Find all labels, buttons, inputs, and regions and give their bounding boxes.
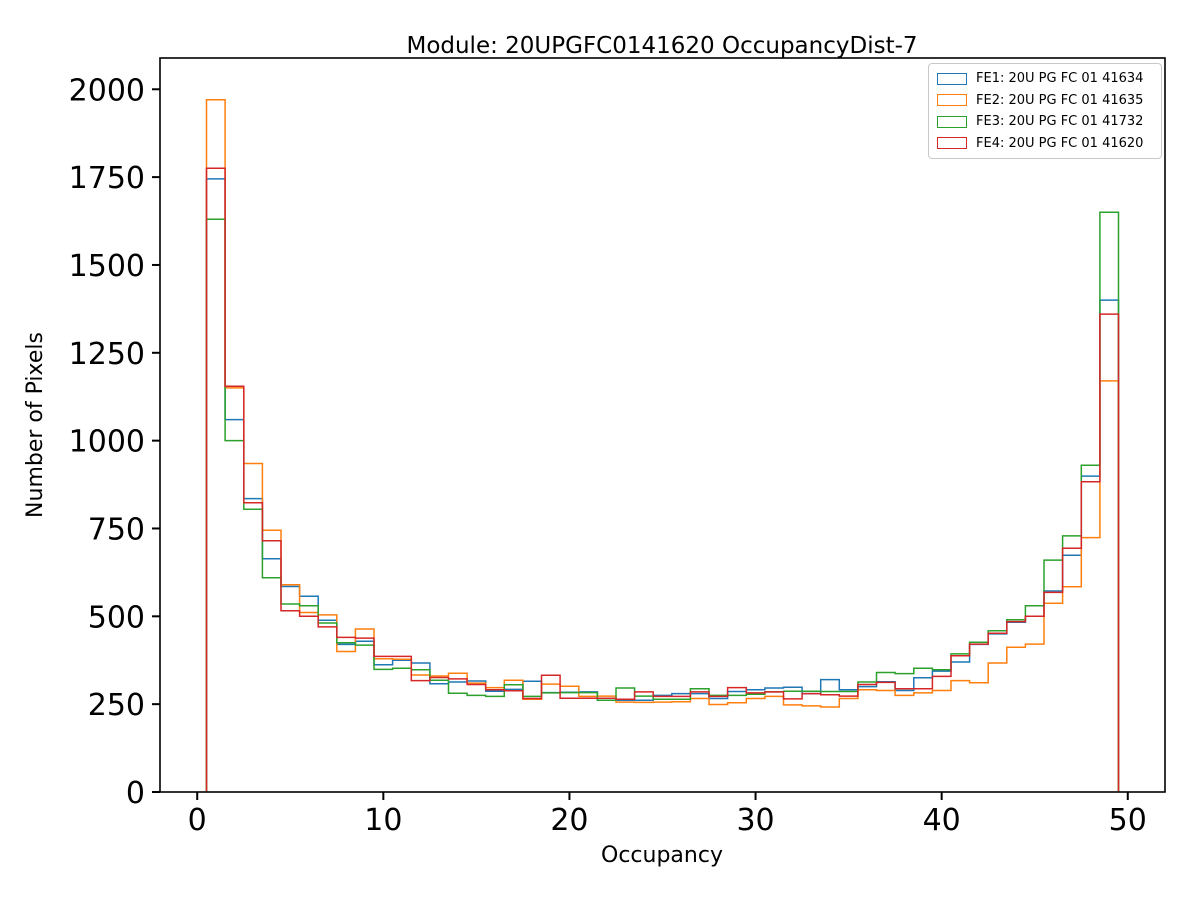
y-tick-label: 500	[88, 600, 145, 635]
fe2-swatch-icon	[937, 94, 967, 107]
legend-item-fe4: FE4: 20U PG FC 01 41620	[937, 134, 1155, 153]
y-tick-label: 1000	[69, 425, 145, 460]
x-tick-label: 30	[736, 803, 774, 838]
x-tick-label: 10	[364, 803, 402, 838]
chart-title: Module: 20UPGFC0141620 OccupancyDist-7	[406, 33, 917, 59]
y-tick-label: 0	[126, 776, 145, 811]
x-tick-label: 50	[1109, 803, 1147, 838]
legend-item-fe1: FE1: 20U PG FC 01 41634	[937, 69, 1155, 88]
fe1-swatch-icon	[937, 72, 967, 85]
series-line-fe4	[205, 167, 1120, 792]
series-line-fe3	[205, 211, 1120, 792]
y-tick-label: 250	[88, 688, 145, 723]
x-tick-label: 20	[550, 803, 588, 838]
legend-box: FE1: 20U PG FC 01 41634 FE2: 20U PG FC 0…	[928, 63, 1162, 159]
x-tick-label: 40	[923, 803, 961, 838]
x-axis-label: Occupancy	[601, 843, 723, 868]
fe4-swatch-icon	[937, 137, 967, 150]
y-tick-label: 1500	[69, 249, 145, 284]
legend-label-fe1: FE1: 20U PG FC 01 41634	[976, 71, 1144, 86]
x-tick-label: 0	[188, 803, 207, 838]
series-lines	[205, 99, 1120, 792]
y-tick-label: 1750	[69, 161, 145, 196]
legend-label-fe2: FE2: 20U PG FC 01 41635	[976, 92, 1144, 108]
legend-label-fe4: FE4: 20U PG FC 01 41620	[976, 135, 1144, 151]
legend-item-fe2: FE2: 20U PG FC 01 41635	[937, 91, 1155, 110]
series-line-fe2	[205, 99, 1120, 792]
axis-ticks: 0 250 500 750 1000 1250 1500 1750 2000 0 10 20 30 40 5…	[69, 73, 1147, 838]
series-line-fe1	[205, 178, 1120, 792]
y-axis-label: Number of Pixels	[23, 332, 48, 518]
y-tick-label: 1250	[69, 337, 145, 372]
y-tick-label: 2000	[69, 73, 145, 108]
legend-item-fe3: FE3: 20U PG FC 01 41732	[937, 112, 1155, 131]
fe3-swatch-icon	[937, 115, 967, 128]
legend-label-fe3: FE3: 20U PG FC 01 41732	[976, 114, 1144, 130]
plot-border	[159, 57, 1166, 793]
y-tick-label: 750	[88, 512, 145, 547]
